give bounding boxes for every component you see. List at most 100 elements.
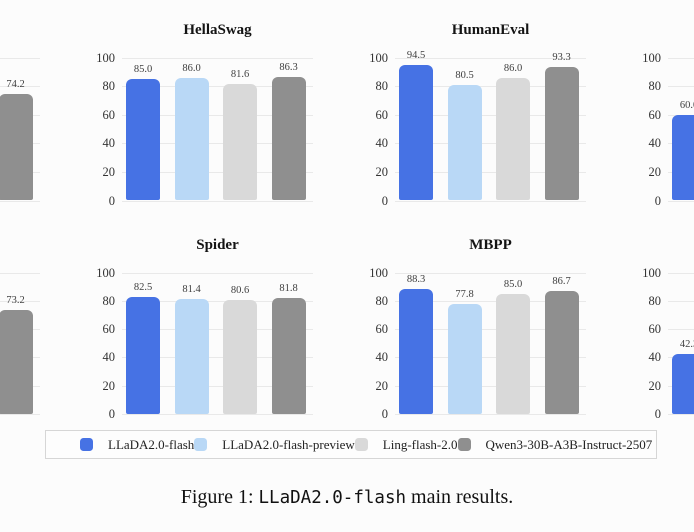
y-axis-tick-label: 20 [375,164,389,179]
gridline-y0 [395,414,586,415]
gridline-y0 [122,414,313,415]
legend-item-1: LLaDA2.0-flash-preview [194,437,355,453]
figure-caption: Figure 1: LLaDA2.0-flash main results. [0,486,694,509]
gridline-y80 [122,300,313,302]
y-axis-tick-label: 60 [375,322,389,337]
bar-value-label: 42.3 [679,339,694,351]
legend-swatch-icon [194,438,208,451]
legend-item-3: Qwen3-30B-A3B-Instruct-2507 [457,436,653,453]
y-axis-tick-label: 0 [381,193,388,208]
gridline-y60 [395,329,586,331]
bar-value-label: 85.0 [503,278,523,290]
y-axis-tick-label: 100 [642,265,661,280]
bar-spider-series-1 [174,298,209,414]
bar-hellaswag-series-0 [126,78,160,201]
gridline-y60 [395,114,586,116]
y-axis-tick-label: 40 [102,136,116,151]
y-axis-tick-label: 100 [96,50,115,65]
gridline-y80 [395,300,586,302]
legend: LLaDA2.0-flash LLaDA2.0-flash-preview Ling… [45,430,657,459]
gridline-y20 [395,171,586,173]
y-axis-tick-label: 0 [108,407,115,421]
chart-title: HumanEval [451,22,530,38]
bar-value-label: 94.5 [406,50,426,62]
gridline-y80 [122,86,313,88]
chart-title: HellaSwag [183,22,252,38]
bar-value-label: 86.3 [279,62,298,74]
gridline-y40 [0,143,40,145]
gridline-y80 [668,300,694,302]
bar-value-label: 80.5 [455,70,474,82]
y-axis-tick-label: 60 [102,322,116,337]
y-axis-tick-label: 0 [654,407,661,421]
bar-value-label: 81.4 [182,283,201,295]
gridline-y0 [395,200,586,202]
bar-mbpp-series-2 [496,293,530,414]
gridline-y60 [122,329,313,331]
bar-humaneval-series-1 [447,85,482,201]
gridline-y0 [0,414,40,415]
gridline-y100 [122,57,313,59]
bar-value-label: 93.3 [552,52,571,64]
chart-title: MBPP [469,237,512,253]
y-axis-tick-label: 60 [648,322,662,337]
gridline-y20 [122,385,313,387]
caption-prefix: Figure 1: [180,486,259,508]
gridline-y60 [0,329,40,331]
y-axis-tick-label: 20 [102,164,116,179]
gridline-y60 [0,114,40,116]
legend-label: Qwen3-30B-A3B-Instruct-2507 [485,436,653,452]
gridline-y20 [395,385,586,387]
y-axis-tick-label: 100 [96,265,115,280]
y-axis-tick-label: 100 [642,50,661,65]
gridline-y20 [122,171,313,173]
gridline-y0 [0,200,40,202]
bar-humaneval-series-0 [399,65,433,201]
legend-swatch-icon [354,438,368,451]
bar-value-label: 86.0 [182,62,201,74]
y-axis-tick-label: 0 [381,407,388,421]
gridline-y40 [122,357,313,359]
gridline-y100 [0,57,40,59]
legend-item-0: LLaDA2.0-flash [80,437,194,453]
y-axis-tick-label: 40 [648,350,662,365]
bar-value-label: 88.3 [406,274,426,286]
y-axis-tick-label: 40 [375,350,389,365]
y-axis-tick-label: 40 [648,136,662,151]
gridline-y40 [0,357,40,359]
chart-title: Spider [196,237,239,253]
bar-row2-chart1-partial-left-series-3 [0,310,33,414]
bar-value-label: 85.0 [133,63,153,75]
legend-label: Ling-flash-2.0 [382,436,458,452]
y-axis-tick-label: 80 [375,79,389,94]
gridline-y80 [395,86,586,88]
legend-label: LLaDA2.0-flash [108,436,195,452]
gridline-y20 [0,385,40,387]
bar-row1-chart4-partial-right-series-0 [672,114,694,201]
bar-spider-series-3 [271,298,306,414]
y-axis-tick-label: 80 [648,293,662,308]
gridline-y100 [668,57,694,59]
gridline-y80 [0,86,40,88]
bar-value-label: 82.5 [133,282,153,294]
legend-swatch-icon [457,438,471,451]
y-axis-tick-label: 40 [375,136,389,151]
gridline-y80 [0,300,40,302]
gridline-y20 [668,171,694,173]
gridline-y100 [668,272,694,274]
y-axis-tick-label: 80 [102,79,116,94]
y-axis-tick-label: 20 [375,378,389,393]
gridline-y20 [668,385,694,387]
bar-value-label: 80.6 [230,284,250,296]
bar-mbpp-series-1 [447,303,482,414]
y-axis-tick-label: 0 [108,193,115,208]
y-axis-tick-label: 0 [654,193,661,208]
gridline-y40 [395,357,586,359]
gridline-y60 [668,329,694,331]
bar-humaneval-series-2 [496,77,530,201]
gridline-y80 [668,86,694,88]
bar-value-label: 81.6 [230,68,250,80]
gridline-y0 [122,200,313,202]
gridline-y60 [668,114,694,116]
